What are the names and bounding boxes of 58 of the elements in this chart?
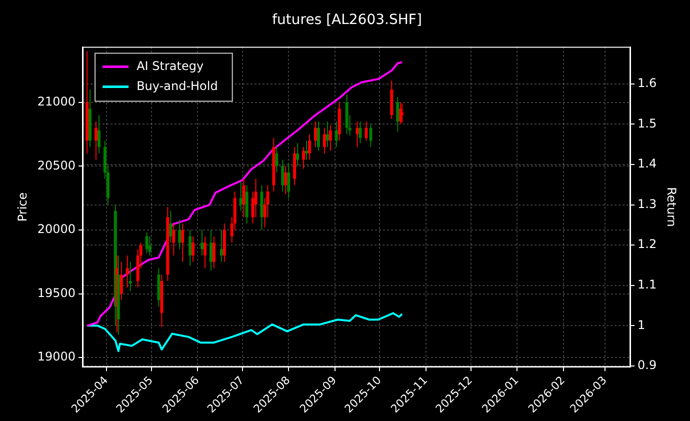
candlestick <box>369 124 372 148</box>
y2-tick-label: 1.3 <box>638 196 657 211</box>
y2-tick-label: 1.5 <box>638 116 657 130</box>
candlestick <box>396 96 400 132</box>
candlestick <box>308 134 312 160</box>
candlestick <box>169 210 172 244</box>
y-tick-label: 19000 <box>37 350 76 364</box>
candlestick <box>239 180 242 212</box>
candlestick <box>178 219 182 250</box>
y-tick-label: 20500 <box>37 158 76 172</box>
y2-tick-label: 1.4 <box>638 156 657 171</box>
candlestick <box>126 254 129 288</box>
candlestick <box>97 114 100 154</box>
candlestick <box>200 229 204 256</box>
candlestick <box>188 229 192 266</box>
candlestick <box>212 236 216 269</box>
y2-tick-label: 1.1 <box>638 277 657 292</box>
candlestick <box>328 124 332 152</box>
candlestick <box>275 146 278 174</box>
candlestick <box>364 120 368 142</box>
candlestick <box>284 166 288 195</box>
candlestick <box>220 229 223 262</box>
y2-tick-label: 1 <box>638 318 646 332</box>
candlestick <box>281 159 284 192</box>
y2-tick-label: 0.9 <box>638 358 657 372</box>
y2-tick-label: 1.2 <box>638 237 657 252</box>
candlestick <box>314 120 317 148</box>
candlestick <box>322 127 326 154</box>
candlestick <box>209 229 212 272</box>
candlestick <box>145 232 148 254</box>
candlestick <box>296 142 300 167</box>
y2-axis-title: Return <box>664 187 679 227</box>
candlestick <box>334 120 338 148</box>
candlestick <box>305 140 308 160</box>
candlestick <box>120 261 123 301</box>
candlestick <box>172 223 176 256</box>
candlestick <box>326 120 329 148</box>
candlestick <box>192 236 195 262</box>
candlestick <box>94 120 98 160</box>
candlestick <box>128 261 132 292</box>
legend-label: Buy-and-Hold <box>136 78 218 93</box>
candlestick <box>356 120 359 148</box>
y-tick-label: 21000 <box>37 94 76 108</box>
candlestick <box>148 236 152 256</box>
legend-label: AI Strategy <box>136 58 204 73</box>
y-tick-label: 20000 <box>37 222 76 236</box>
y-tick-label: 19500 <box>37 286 76 300</box>
candlestick <box>316 120 320 152</box>
candlestick <box>302 146 306 170</box>
candlestick <box>242 178 246 218</box>
candlestick <box>181 223 184 262</box>
candlestick <box>358 120 362 144</box>
candlestick <box>400 103 404 124</box>
candlestick <box>204 236 207 269</box>
candlestick <box>287 163 290 199</box>
chart-title: futures [AL2603.SHF] <box>272 12 422 28</box>
y2-tick-label: 1.6 <box>638 76 657 90</box>
y-axis-title: Price <box>15 192 30 222</box>
